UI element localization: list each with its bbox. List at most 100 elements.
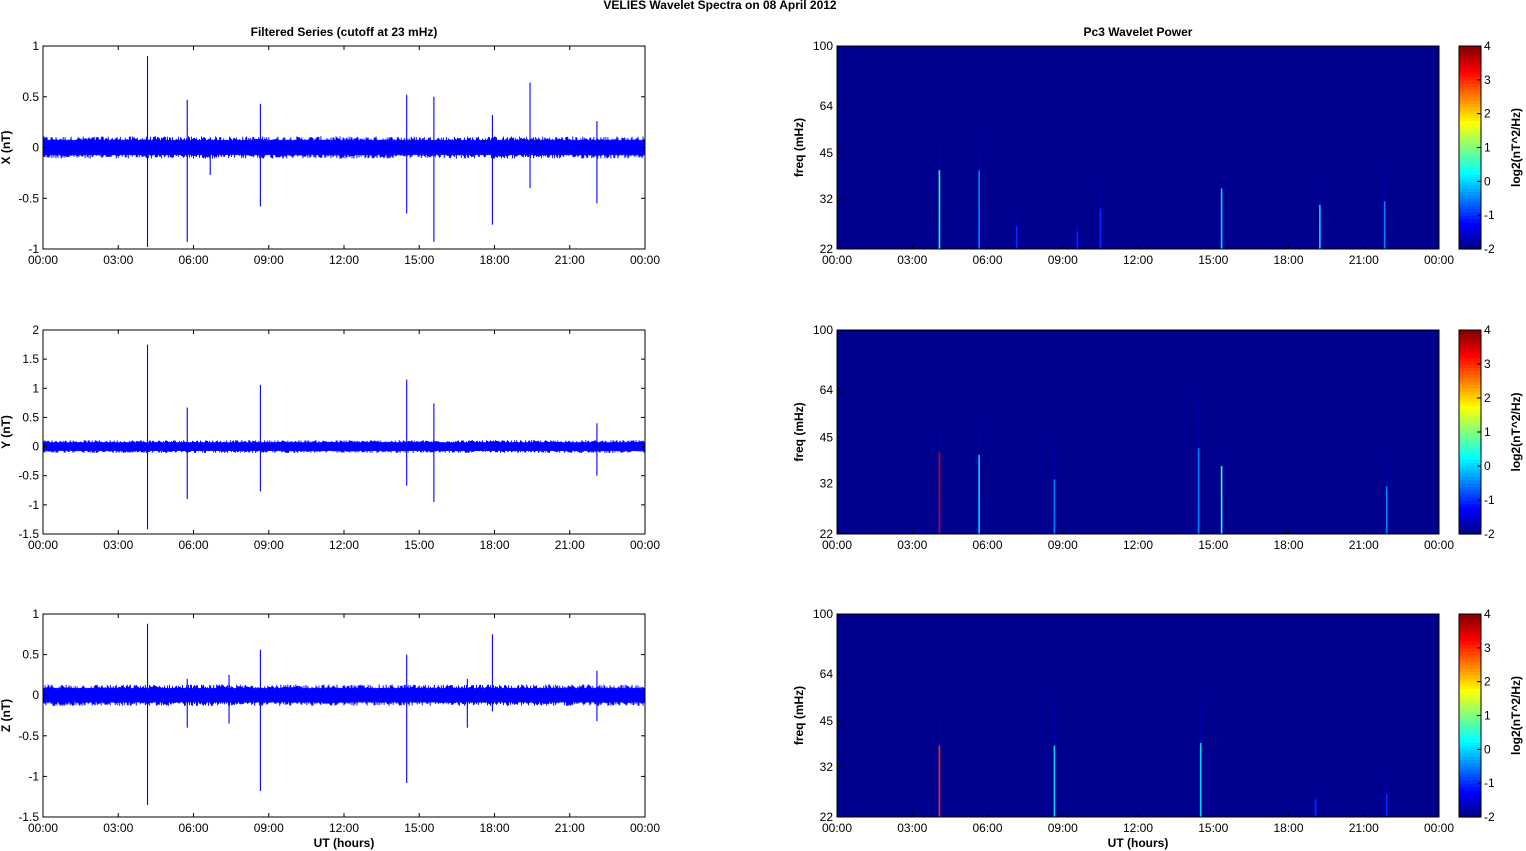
trace-core: [43, 139, 645, 156]
x-tick-label: 18:00: [479, 538, 509, 552]
colorbar-cell: [1459, 428, 1481, 433]
x-tick-label: 21:00: [1349, 253, 1379, 267]
colorbar-cell: [1459, 661, 1481, 666]
colorbar-cell: [1459, 370, 1481, 375]
y-axis-label: freq (mHz): [792, 686, 806, 745]
colorbar-cell: [1459, 235, 1481, 240]
x-tick-label: 03:00: [103, 538, 133, 552]
x-tick-label: 15:00: [1198, 821, 1228, 835]
colorbar-cell: [1459, 664, 1481, 669]
colorbar-cell: [1459, 154, 1481, 159]
x-tick-label: 00:00: [630, 253, 660, 267]
y-axis-label: freq (mHz): [792, 118, 806, 177]
colorbar-cell: [1459, 705, 1481, 710]
colorbar-tick-label: 0: [1484, 459, 1491, 473]
colorbar-cell: [1459, 415, 1481, 419]
colorbar-cell: [1459, 442, 1481, 447]
colorbar-cell: [1459, 479, 1481, 484]
colorbar-cell: [1459, 803, 1481, 808]
colorbar-cell: [1459, 343, 1481, 348]
y-tick-label: 1.5: [22, 352, 39, 366]
colorbar-cell: [1459, 756, 1481, 761]
colorbar-cell: [1459, 506, 1481, 511]
colorbar-cell: [1459, 225, 1481, 230]
colorbar-cell: [1459, 49, 1481, 54]
x-tick-label: 00:00: [28, 538, 58, 552]
colorbar-label: log2(nT^2/Hz): [1509, 392, 1523, 471]
colorbar-cell: [1459, 681, 1481, 686]
y-tick-label: 1: [32, 39, 39, 53]
colorbar-cell: [1459, 52, 1481, 57]
colorbar-cell: [1459, 100, 1481, 105]
x-tick-label: 00:00: [1424, 253, 1454, 267]
colorbar-cell: [1459, 161, 1481, 166]
y-tick-label: -1: [28, 498, 39, 512]
colorbar-tick-label: 1: [1484, 709, 1491, 723]
colorbar-cell: [1459, 46, 1481, 50]
colorbar-cell: [1459, 384, 1481, 389]
spectrogram-background: [837, 46, 1439, 249]
colorbar-cell: [1459, 404, 1481, 409]
y-tick-label: 0.5: [22, 648, 39, 662]
y-tick-label: 32: [820, 760, 834, 774]
x-tick-label: 00:00: [822, 538, 852, 552]
colorbar-cell: [1459, 150, 1481, 155]
x-tick-label: 12:00: [1123, 821, 1153, 835]
colorbar-cell: [1459, 130, 1481, 135]
colorbar-cell: [1459, 783, 1481, 788]
colorbar-cell: [1459, 773, 1481, 777]
colorbar-cell: [1459, 401, 1481, 406]
x-tick-label: 12:00: [1123, 538, 1153, 552]
colorbar-cell: [1459, 647, 1481, 652]
colorbar-cell: [1459, 620, 1481, 625]
colorbar-cell: [1459, 398, 1481, 402]
colorbar-cell: [1459, 657, 1481, 662]
y-tick-label: 45: [820, 714, 834, 728]
colorbar-tick-label: 3: [1484, 641, 1491, 655]
colorbar-cell: [1459, 218, 1481, 223]
colorbar-cell: [1459, 644, 1481, 649]
colorbar-cell: [1459, 500, 1481, 504]
figure-title: VELIES Wavelet Spectra on 08 April 2012: [603, 0, 837, 12]
colorbar-cell: [1459, 523, 1481, 528]
colorbar-cell: [1459, 708, 1481, 713]
x-tick-label: 18:00: [1273, 253, 1303, 267]
y-tick-label: -1: [28, 769, 39, 783]
x-tick-label: 18:00: [479, 821, 509, 835]
y-tick-label: 32: [820, 192, 834, 206]
colorbar-cell: [1459, 117, 1481, 122]
colorbar-tick-label: -2: [1484, 242, 1495, 256]
colorbar-cell: [1459, 364, 1481, 368]
x-tick-label: 06:00: [178, 253, 208, 267]
y-tick-label: 100: [813, 323, 833, 337]
colorbar-cell: [1459, 140, 1481, 145]
colorbar-cell: [1459, 69, 1481, 74]
y-tick-label: 2: [32, 323, 39, 337]
colorbar-cell: [1459, 685, 1481, 690]
colorbar-cell: [1459, 432, 1481, 436]
colorbar-cell: [1459, 800, 1481, 805]
colorbar-cell: [1459, 208, 1481, 213]
trace-core: [43, 687, 645, 703]
y-axis-label: freq (mHz): [792, 402, 806, 461]
y-tick-label: 0: [32, 440, 39, 454]
x-axis-label: UT (hours): [314, 836, 375, 850]
colorbar-cell: [1459, 776, 1481, 781]
colorbar-cell: [1459, 517, 1481, 521]
colorbar-cell: [1459, 486, 1481, 491]
colorbar-cell: [1459, 769, 1481, 774]
colorbar-cell: [1459, 336, 1481, 341]
x-tick-label: 12:00: [1123, 253, 1153, 267]
x-tick-label: 00:00: [1424, 538, 1454, 552]
x-tick-label: 00:00: [822, 253, 852, 267]
colorbar-cell: [1459, 391, 1481, 396]
colorbar-cell: [1459, 147, 1481, 152]
colorbar-cell: [1459, 73, 1481, 78]
x-tick-label: 21:00: [555, 821, 585, 835]
y-tick-label: -1.5: [18, 810, 39, 824]
colorbar-cell: [1459, 86, 1481, 91]
colorbar-cell: [1459, 360, 1481, 365]
colorbar-cell: [1459, 745, 1481, 750]
colorbar-cell: [1459, 641, 1481, 646]
